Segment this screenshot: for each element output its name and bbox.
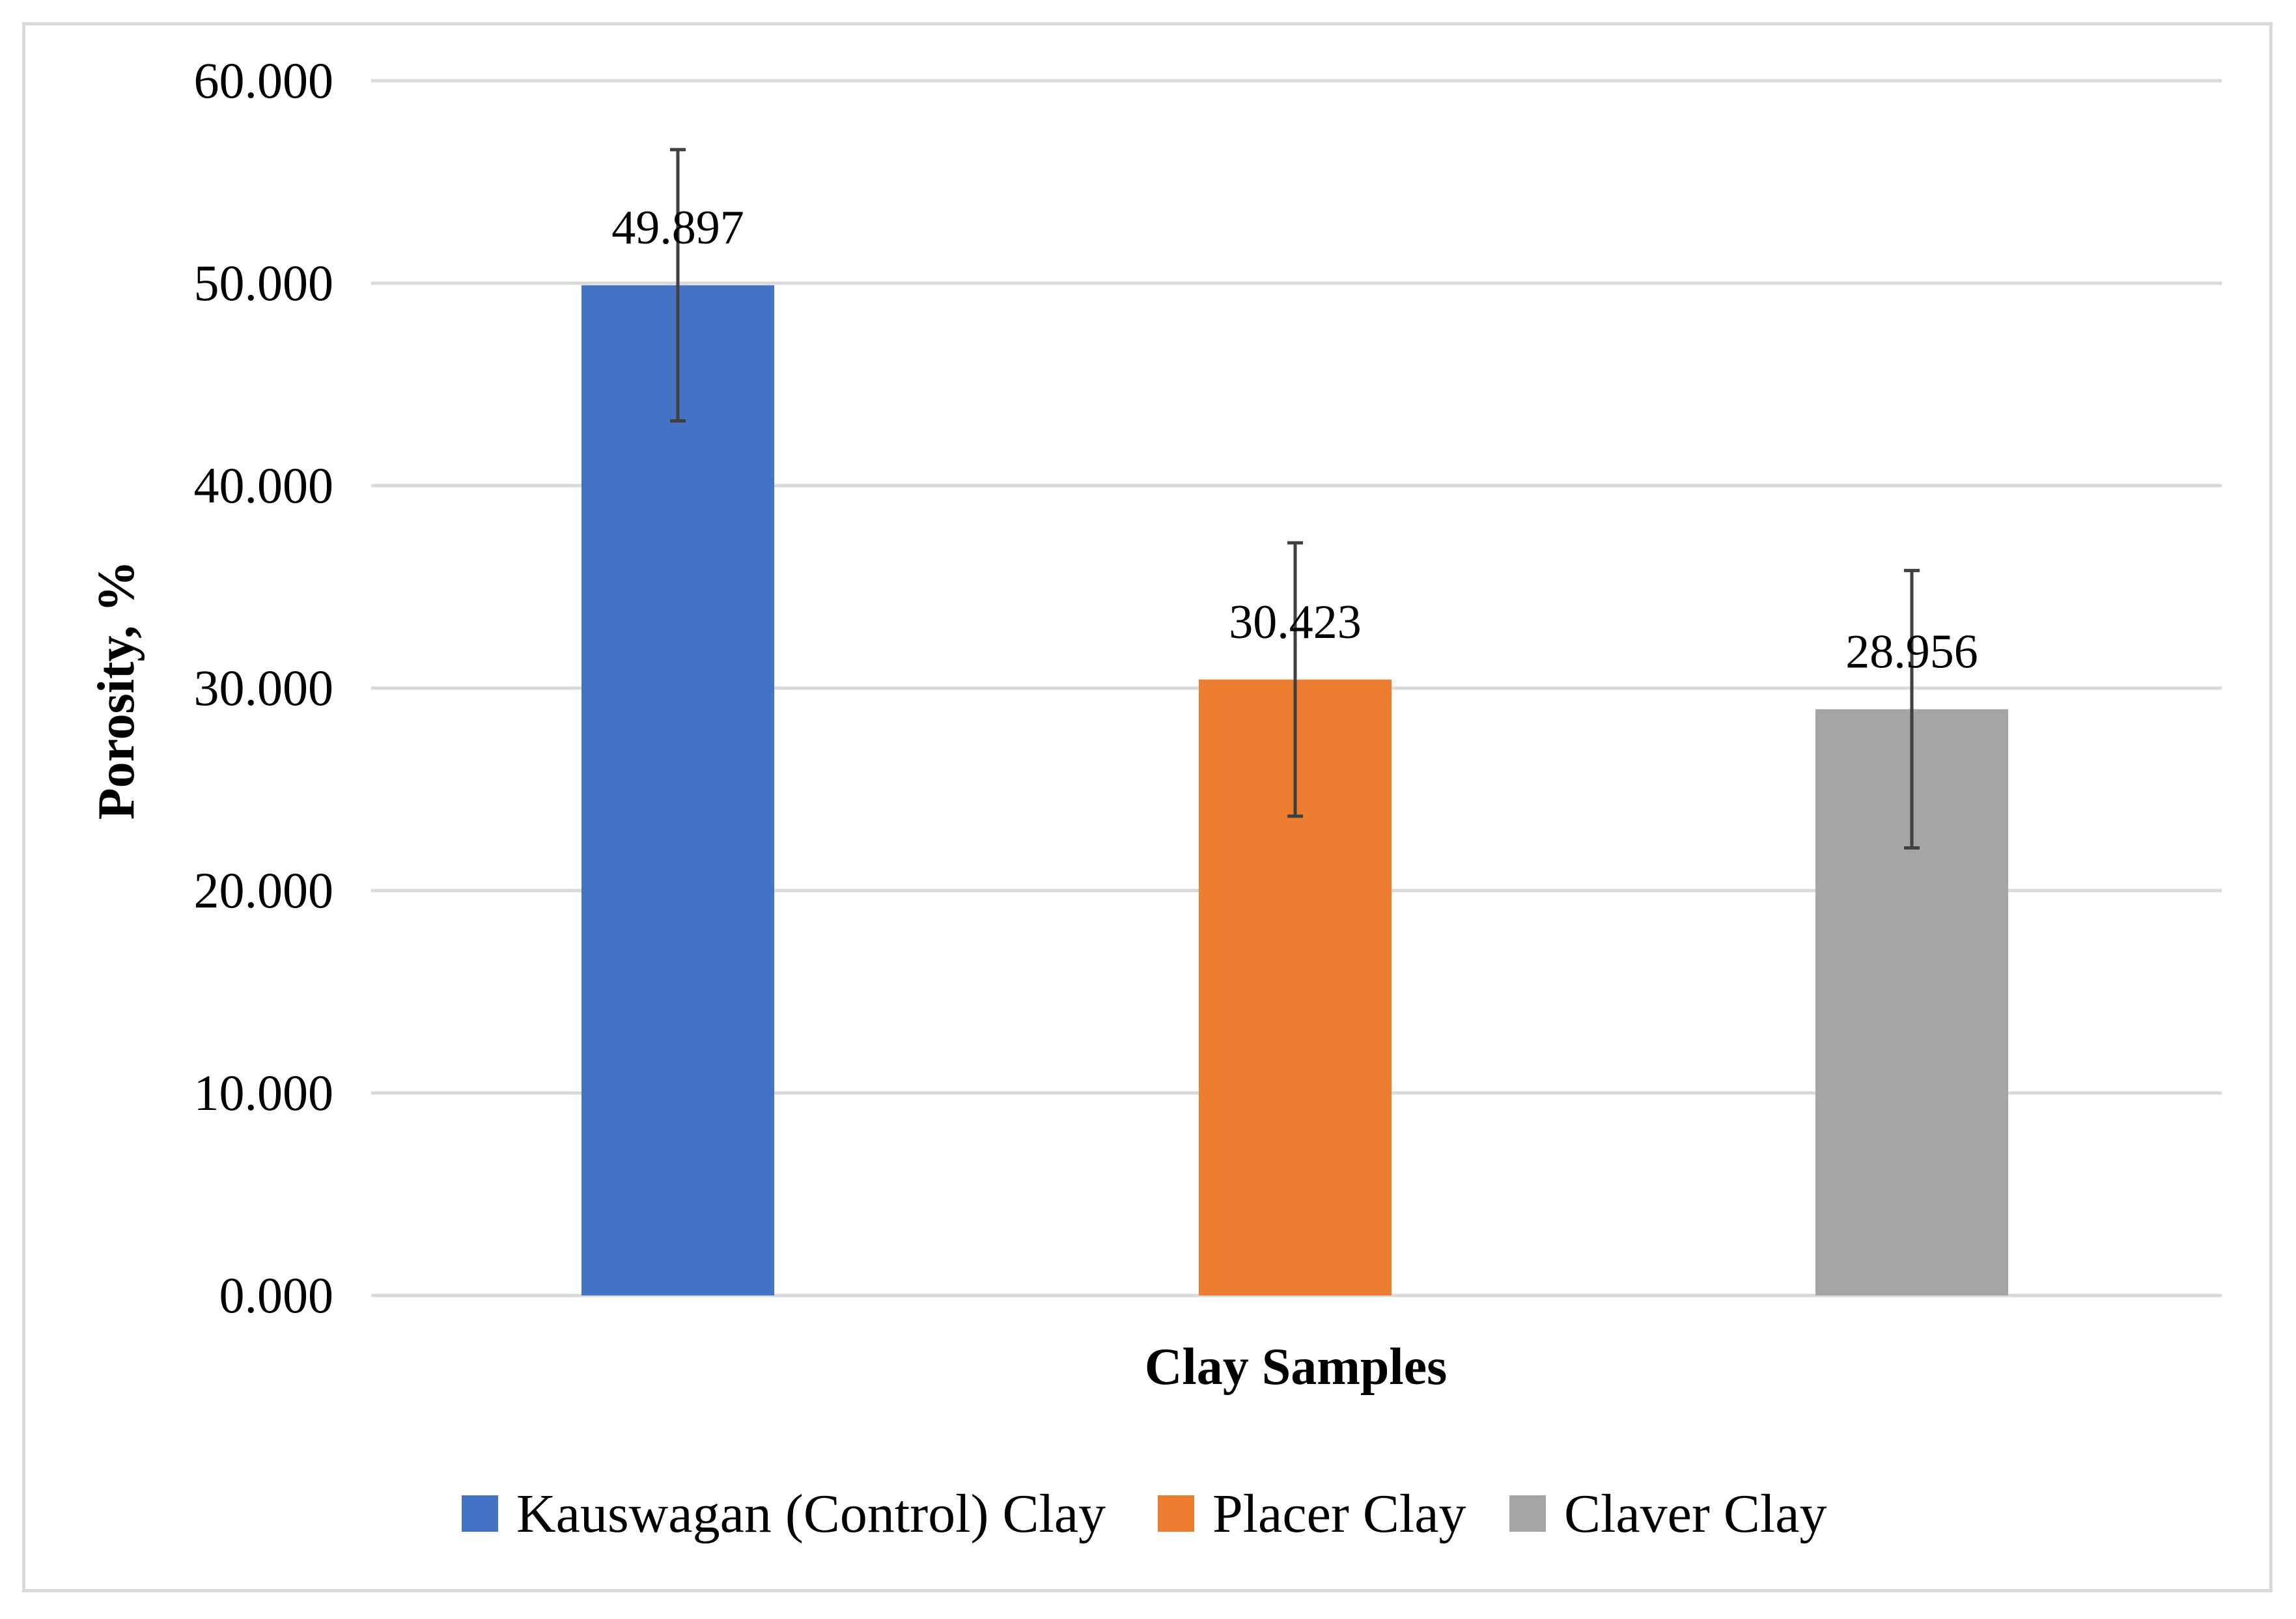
y-tick-label: 50.000 bbox=[194, 255, 334, 311]
legend-label: Kauswagan (Control) Clay bbox=[516, 1484, 1106, 1544]
y-axis-title: Porosity, % bbox=[88, 560, 145, 820]
y-tick-label: 10.000 bbox=[194, 1064, 334, 1121]
bar bbox=[581, 285, 774, 1295]
data-label: 28.956 bbox=[1845, 625, 1978, 678]
y-axis-ticks: 0.000 10.000 20.000 30.000 40.000 50.000 60.00… bbox=[194, 52, 334, 1323]
data-labels: 49.897 30.423 28.956 bbox=[611, 201, 1978, 678]
bars bbox=[581, 285, 2008, 1295]
y-tick-label: 20.000 bbox=[194, 862, 334, 919]
y-tick-label: 30.000 bbox=[194, 659, 334, 716]
y-tick-label: 40.000 bbox=[194, 457, 334, 514]
legend-label: Placer Clay bbox=[1212, 1484, 1466, 1544]
legend-swatch bbox=[1158, 1495, 1194, 1532]
y-tick-label: 60.000 bbox=[194, 52, 334, 109]
data-label: 49.897 bbox=[611, 201, 744, 255]
y-tick-label: 0.000 bbox=[219, 1267, 334, 1323]
error-bars bbox=[670, 148, 1920, 850]
legend: Kauswagan (Control) Clay Placer Clay Clave… bbox=[462, 1484, 1827, 1544]
legend-label: Claver Clay bbox=[1564, 1484, 1827, 1544]
legend-swatch bbox=[1509, 1495, 1546, 1532]
x-axis-title: Clay Samples bbox=[1145, 1338, 1448, 1396]
data-label: 30.423 bbox=[1229, 596, 1362, 649]
legend-swatch bbox=[462, 1495, 498, 1532]
